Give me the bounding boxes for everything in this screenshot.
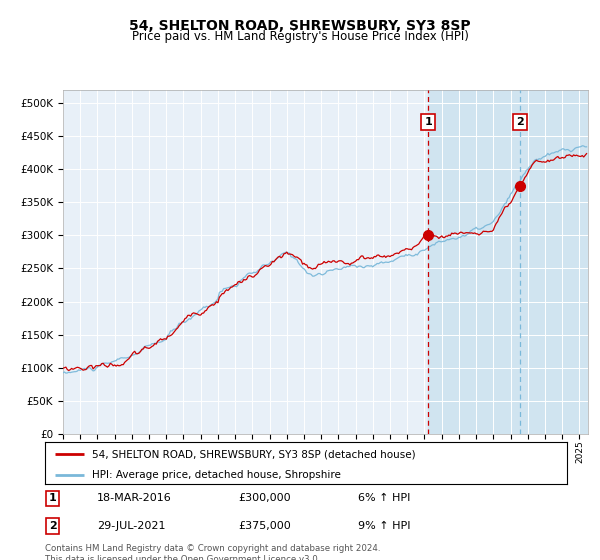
Text: HPI: Average price, detached house, Shropshire: HPI: Average price, detached house, Shro… [92, 470, 341, 480]
Text: 29-JUL-2021: 29-JUL-2021 [97, 521, 166, 531]
Text: 1: 1 [424, 117, 432, 127]
Text: 54, SHELTON ROAD, SHREWSBURY, SY3 8SP: 54, SHELTON ROAD, SHREWSBURY, SY3 8SP [129, 19, 471, 33]
Text: 2: 2 [49, 521, 57, 531]
Bar [428, 90, 588, 434]
Text: Price paid vs. HM Land Registry's House Price Index (HPI): Price paid vs. HM Land Registry's House … [131, 30, 469, 43]
Text: £375,000: £375,000 [238, 521, 291, 531]
Text: Contains HM Land Registry data © Crown copyright and database right 2024.
This d: Contains HM Land Registry data © Crown c… [45, 544, 380, 560]
Text: 2: 2 [517, 117, 524, 127]
Text: £300,000: £300,000 [238, 493, 291, 503]
Text: 6% ↑ HPI: 6% ↑ HPI [358, 493, 410, 503]
Text: 9% ↑ HPI: 9% ↑ HPI [358, 521, 410, 531]
Text: 1: 1 [49, 493, 57, 503]
Text: 18-MAR-2016: 18-MAR-2016 [97, 493, 172, 503]
Text: 54, SHELTON ROAD, SHREWSBURY, SY3 8SP (detached house): 54, SHELTON ROAD, SHREWSBURY, SY3 8SP (d… [92, 449, 416, 459]
